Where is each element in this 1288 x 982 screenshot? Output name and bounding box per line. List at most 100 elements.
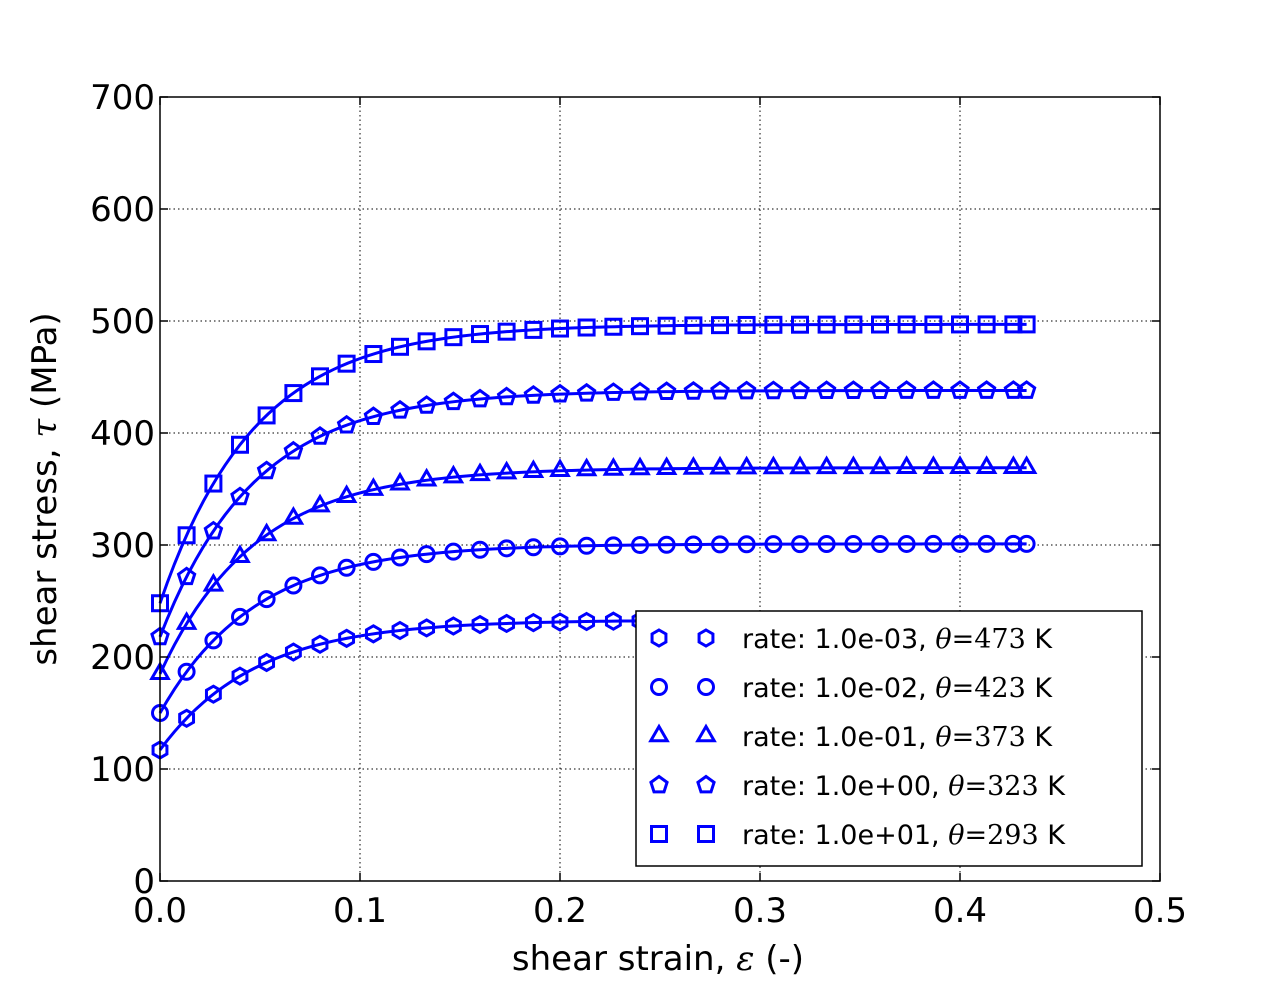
data-point-square bbox=[684, 316, 703, 335]
data-point-triangle bbox=[1002, 455, 1025, 474]
data-point-triangle bbox=[229, 544, 251, 563]
data-point-square bbox=[364, 345, 383, 364]
data-point-square bbox=[284, 384, 303, 403]
series-triangle bbox=[149, 455, 1038, 681]
y-tick-label: 700 bbox=[90, 78, 155, 118]
data-point-pentagon bbox=[416, 395, 437, 414]
series-line bbox=[158, 322, 1027, 604]
data-point-pentagon bbox=[603, 382, 624, 401]
data-point-circle bbox=[257, 590, 276, 609]
y-axis-label: shear stress, τ (MPa) bbox=[25, 312, 65, 665]
data-point-triangle bbox=[1015, 455, 1038, 474]
data-point-pentagon bbox=[870, 380, 890, 399]
data-point-square bbox=[311, 367, 329, 386]
x-tick-label: 0.4 bbox=[933, 891, 987, 931]
data-point-pentagon bbox=[710, 380, 730, 400]
data-point-hexagon bbox=[418, 618, 436, 638]
data-point-circle bbox=[791, 535, 809, 554]
data-point-pentagon bbox=[496, 386, 517, 406]
x-tick-label: 0.2 bbox=[533, 891, 587, 931]
y-tick-label: 600 bbox=[90, 190, 155, 230]
data-point-pentagon bbox=[630, 381, 650, 401]
y-tick-label: 400 bbox=[90, 414, 155, 454]
ticks: 0.0 0.1 0.2 0.3 0.4 0.5 0 100 200 300 400 500 600 700 bbox=[90, 78, 1187, 931]
legend-marker-circle bbox=[697, 678, 715, 696]
data-point-circle bbox=[924, 534, 943, 553]
data-point-circle bbox=[337, 558, 356, 577]
data-point-pentagon bbox=[283, 440, 304, 460]
data-point-hexagon bbox=[391, 620, 409, 641]
data-point-square bbox=[497, 322, 516, 341]
data-point-circle bbox=[951, 534, 969, 553]
legend-entry: rate: 1.0e-02, θ=423 K bbox=[650, 673, 1053, 704]
data-point-hexagon bbox=[204, 684, 222, 704]
data-point-hexagon bbox=[258, 652, 276, 673]
data-point-pentagon bbox=[683, 380, 704, 400]
data-point-pentagon bbox=[576, 382, 597, 402]
data-point-hexagon bbox=[498, 613, 516, 634]
data-point-circle bbox=[497, 539, 516, 558]
y-tick-label: 500 bbox=[90, 302, 155, 342]
data-point-square bbox=[257, 406, 276, 425]
data-point-triangle bbox=[762, 455, 785, 475]
data-point-square bbox=[1004, 315, 1023, 334]
data-point-hexagon bbox=[471, 614, 489, 635]
data-point-square bbox=[604, 317, 623, 336]
data-point-pentagon bbox=[363, 406, 384, 426]
data-point-circle bbox=[177, 662, 196, 681]
data-point-triangle bbox=[709, 455, 731, 475]
data-point-square bbox=[791, 315, 809, 334]
data-point-triangle bbox=[309, 493, 331, 513]
data-point-circle bbox=[551, 537, 569, 556]
data-point-square bbox=[391, 337, 409, 356]
legend-marker-hexagon bbox=[697, 628, 715, 648]
data-point-square bbox=[951, 315, 969, 334]
data-point-circle bbox=[604, 536, 623, 555]
legend-entry: rate: 1.0e-01, θ=373 K bbox=[648, 722, 1053, 753]
data-point-triangle bbox=[389, 471, 411, 491]
data-point-pentagon bbox=[950, 380, 970, 399]
data-point-hexagon bbox=[551, 612, 569, 632]
data-point-pentagon bbox=[443, 391, 464, 411]
data-point-pentagon bbox=[736, 380, 757, 400]
data-point-pentagon bbox=[923, 380, 944, 399]
data-point-circle bbox=[231, 607, 249, 626]
series-layer bbox=[149, 315, 1038, 760]
data-point-pentagon bbox=[896, 380, 917, 399]
data-point-triangle bbox=[949, 455, 971, 475]
data-point-pentagon bbox=[470, 388, 490, 408]
data-point-circle bbox=[977, 534, 996, 553]
legend-marker-pentagon bbox=[696, 774, 716, 794]
data-point-hexagon bbox=[578, 611, 596, 632]
legend-marker-hexagon bbox=[650, 628, 668, 648]
data-point-hexagon bbox=[231, 666, 249, 686]
data-point-triangle bbox=[629, 456, 651, 476]
data-point-triangle bbox=[175, 611, 198, 630]
data-point-square bbox=[711, 316, 729, 335]
legend-marker-circle bbox=[650, 678, 668, 696]
data-point-circle bbox=[471, 540, 489, 559]
legend-marker-triangle bbox=[695, 723, 717, 743]
y-tick-label: 300 bbox=[90, 526, 155, 566]
data-point-circle bbox=[657, 535, 676, 554]
data-point-triangle bbox=[469, 462, 491, 482]
legend-label: rate: 1.0e-03, θ=473 K bbox=[742, 624, 1053, 655]
data-point-triangle bbox=[202, 572, 225, 592]
data-point-square bbox=[444, 328, 463, 347]
data-point-triangle bbox=[335, 484, 358, 504]
data-point-circle bbox=[764, 535, 783, 554]
data-point-circle bbox=[311, 566, 329, 585]
data-point-pentagon bbox=[203, 520, 224, 540]
data-point-triangle bbox=[682, 455, 705, 475]
data-point-triangle bbox=[842, 455, 865, 475]
data-point-square bbox=[631, 317, 649, 336]
data-point-square bbox=[524, 320, 543, 339]
data-point-circle bbox=[817, 535, 836, 554]
legend-box bbox=[635, 610, 1143, 867]
data-point-pentagon bbox=[176, 566, 197, 586]
data-point-circle bbox=[417, 545, 436, 564]
data-point-pentagon bbox=[523, 384, 544, 404]
data-point-triangle bbox=[815, 455, 838, 475]
data-point-pentagon bbox=[550, 383, 570, 403]
